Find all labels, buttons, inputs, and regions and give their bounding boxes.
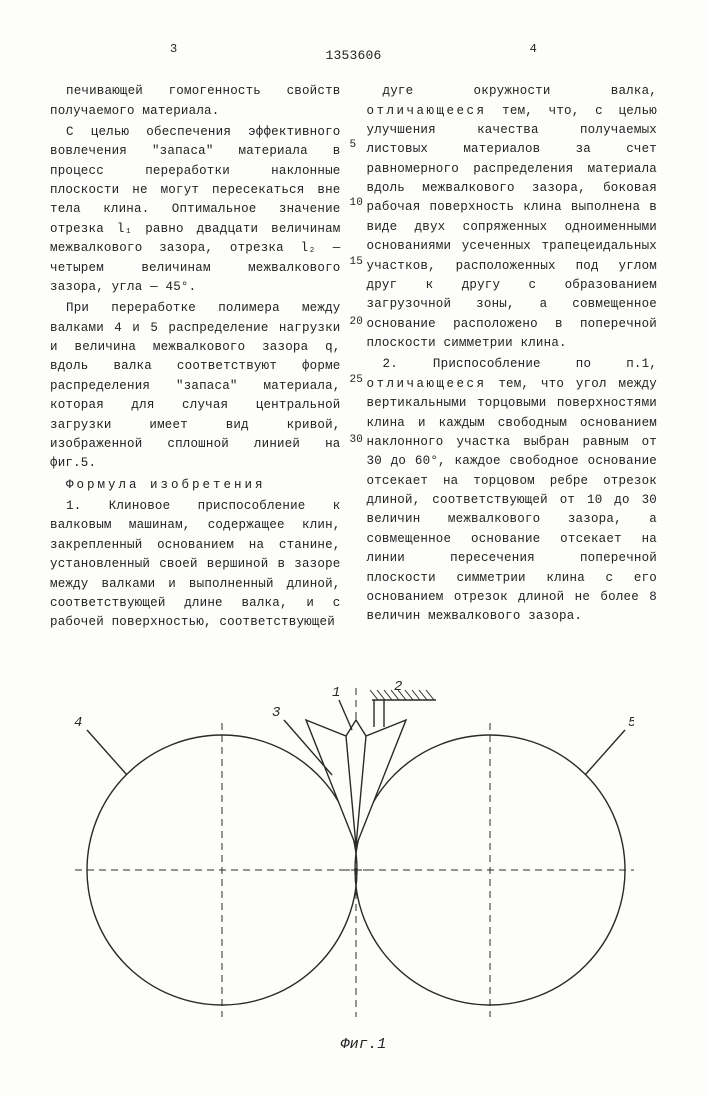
text-columns: печивающей гомогенность свойств получаем… xyxy=(50,82,657,635)
page-right: 4 xyxy=(530,40,537,59)
svg-text:3: 3 xyxy=(272,705,281,721)
svg-text:4: 4 xyxy=(74,715,83,731)
para: 1. Клиновое приспособление к валковым ма… xyxy=(50,497,341,633)
para: дуге окружности валка, отличающееся тем,… xyxy=(367,82,658,353)
para: С целью обеспечения эффективного вовлече… xyxy=(50,123,341,297)
left-column: печивающей гомогенность свойств получаем… xyxy=(50,82,341,635)
line-mark: 10 xyxy=(350,195,364,212)
line-mark: 15 xyxy=(350,254,364,271)
line-mark: 20 xyxy=(350,314,364,331)
svg-text:5: 5 xyxy=(628,715,634,731)
para: 2. Приспособление по п.1, отличающееся т… xyxy=(367,355,658,626)
right-column: 5 10 15 20 25 30 дуге окружности валка, … xyxy=(367,82,658,635)
page-left: 3 xyxy=(170,40,177,59)
document-number: 1353606 xyxy=(50,46,657,66)
line-mark: 30 xyxy=(350,432,364,449)
formula-heading: Формула изобретения xyxy=(50,476,341,495)
para: печивающей гомогенность свойств получаем… xyxy=(50,82,341,121)
svg-text:2: 2 xyxy=(394,679,403,695)
line-mark: 25 xyxy=(350,372,364,389)
svg-text:1: 1 xyxy=(332,685,341,701)
line-mark: 5 xyxy=(350,137,357,154)
figure-label: Фиг.1 xyxy=(70,1033,657,1056)
para: При переработке полимера между валками 4… xyxy=(50,299,341,473)
figure-svg: 1 2 3 4 5 xyxy=(74,660,634,1020)
figure-1: 1 2 3 4 5 Фиг.1 xyxy=(50,660,657,1057)
